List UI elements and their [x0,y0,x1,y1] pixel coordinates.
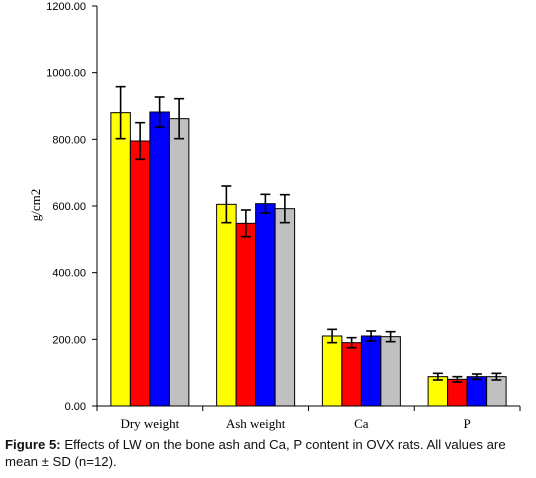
bar [255,203,276,407]
bar [235,222,257,407]
bar-chart: 0.00 200.00 400.00 600.00 800.00 1000.00 1200.… [28,1,521,431]
bar [447,378,468,407]
bar [216,203,237,407]
figure-caption: Figure 5: Effects of LW on the bone ash … [5,436,533,470]
y-tick-label: 0.00 [65,401,86,413]
bar [321,335,343,407]
x-category-label: Ca [354,416,369,431]
y-tick-label: 600.00 [52,201,86,213]
bar [129,140,151,407]
bar [110,112,131,407]
x-axis: Dry weight Ash weight Ca P [96,405,521,431]
bar [427,376,449,407]
caption-text: Effects of LW on the bone ash and Ca, P … [5,437,506,469]
error-bars [115,85,502,383]
bar [486,376,507,407]
x-category-label: Dry weight [120,416,179,431]
bar [380,336,401,407]
y-tick-label: 1200.00 [46,1,86,13]
bar [360,335,382,407]
caption-label: Figure 5: [5,437,61,452]
bar [149,111,170,407]
bar [466,376,488,407]
bar [168,118,190,407]
y-tick-label: 1000.00 [46,68,86,80]
bars [110,111,507,407]
y-tick-label: 400.00 [52,268,86,280]
bar [274,208,296,407]
x-category-label: Ash weight [226,416,286,431]
y-tick-label: 800.00 [52,134,86,146]
x-category-label: P [464,416,471,431]
y-tick-label: 200.00 [52,334,86,346]
y-axis: 0.00 200.00 400.00 600.00 800.00 1000.00 1200.… [46,1,98,413]
bar [341,342,362,407]
y-axis-title: g/cm2 [28,189,43,222]
